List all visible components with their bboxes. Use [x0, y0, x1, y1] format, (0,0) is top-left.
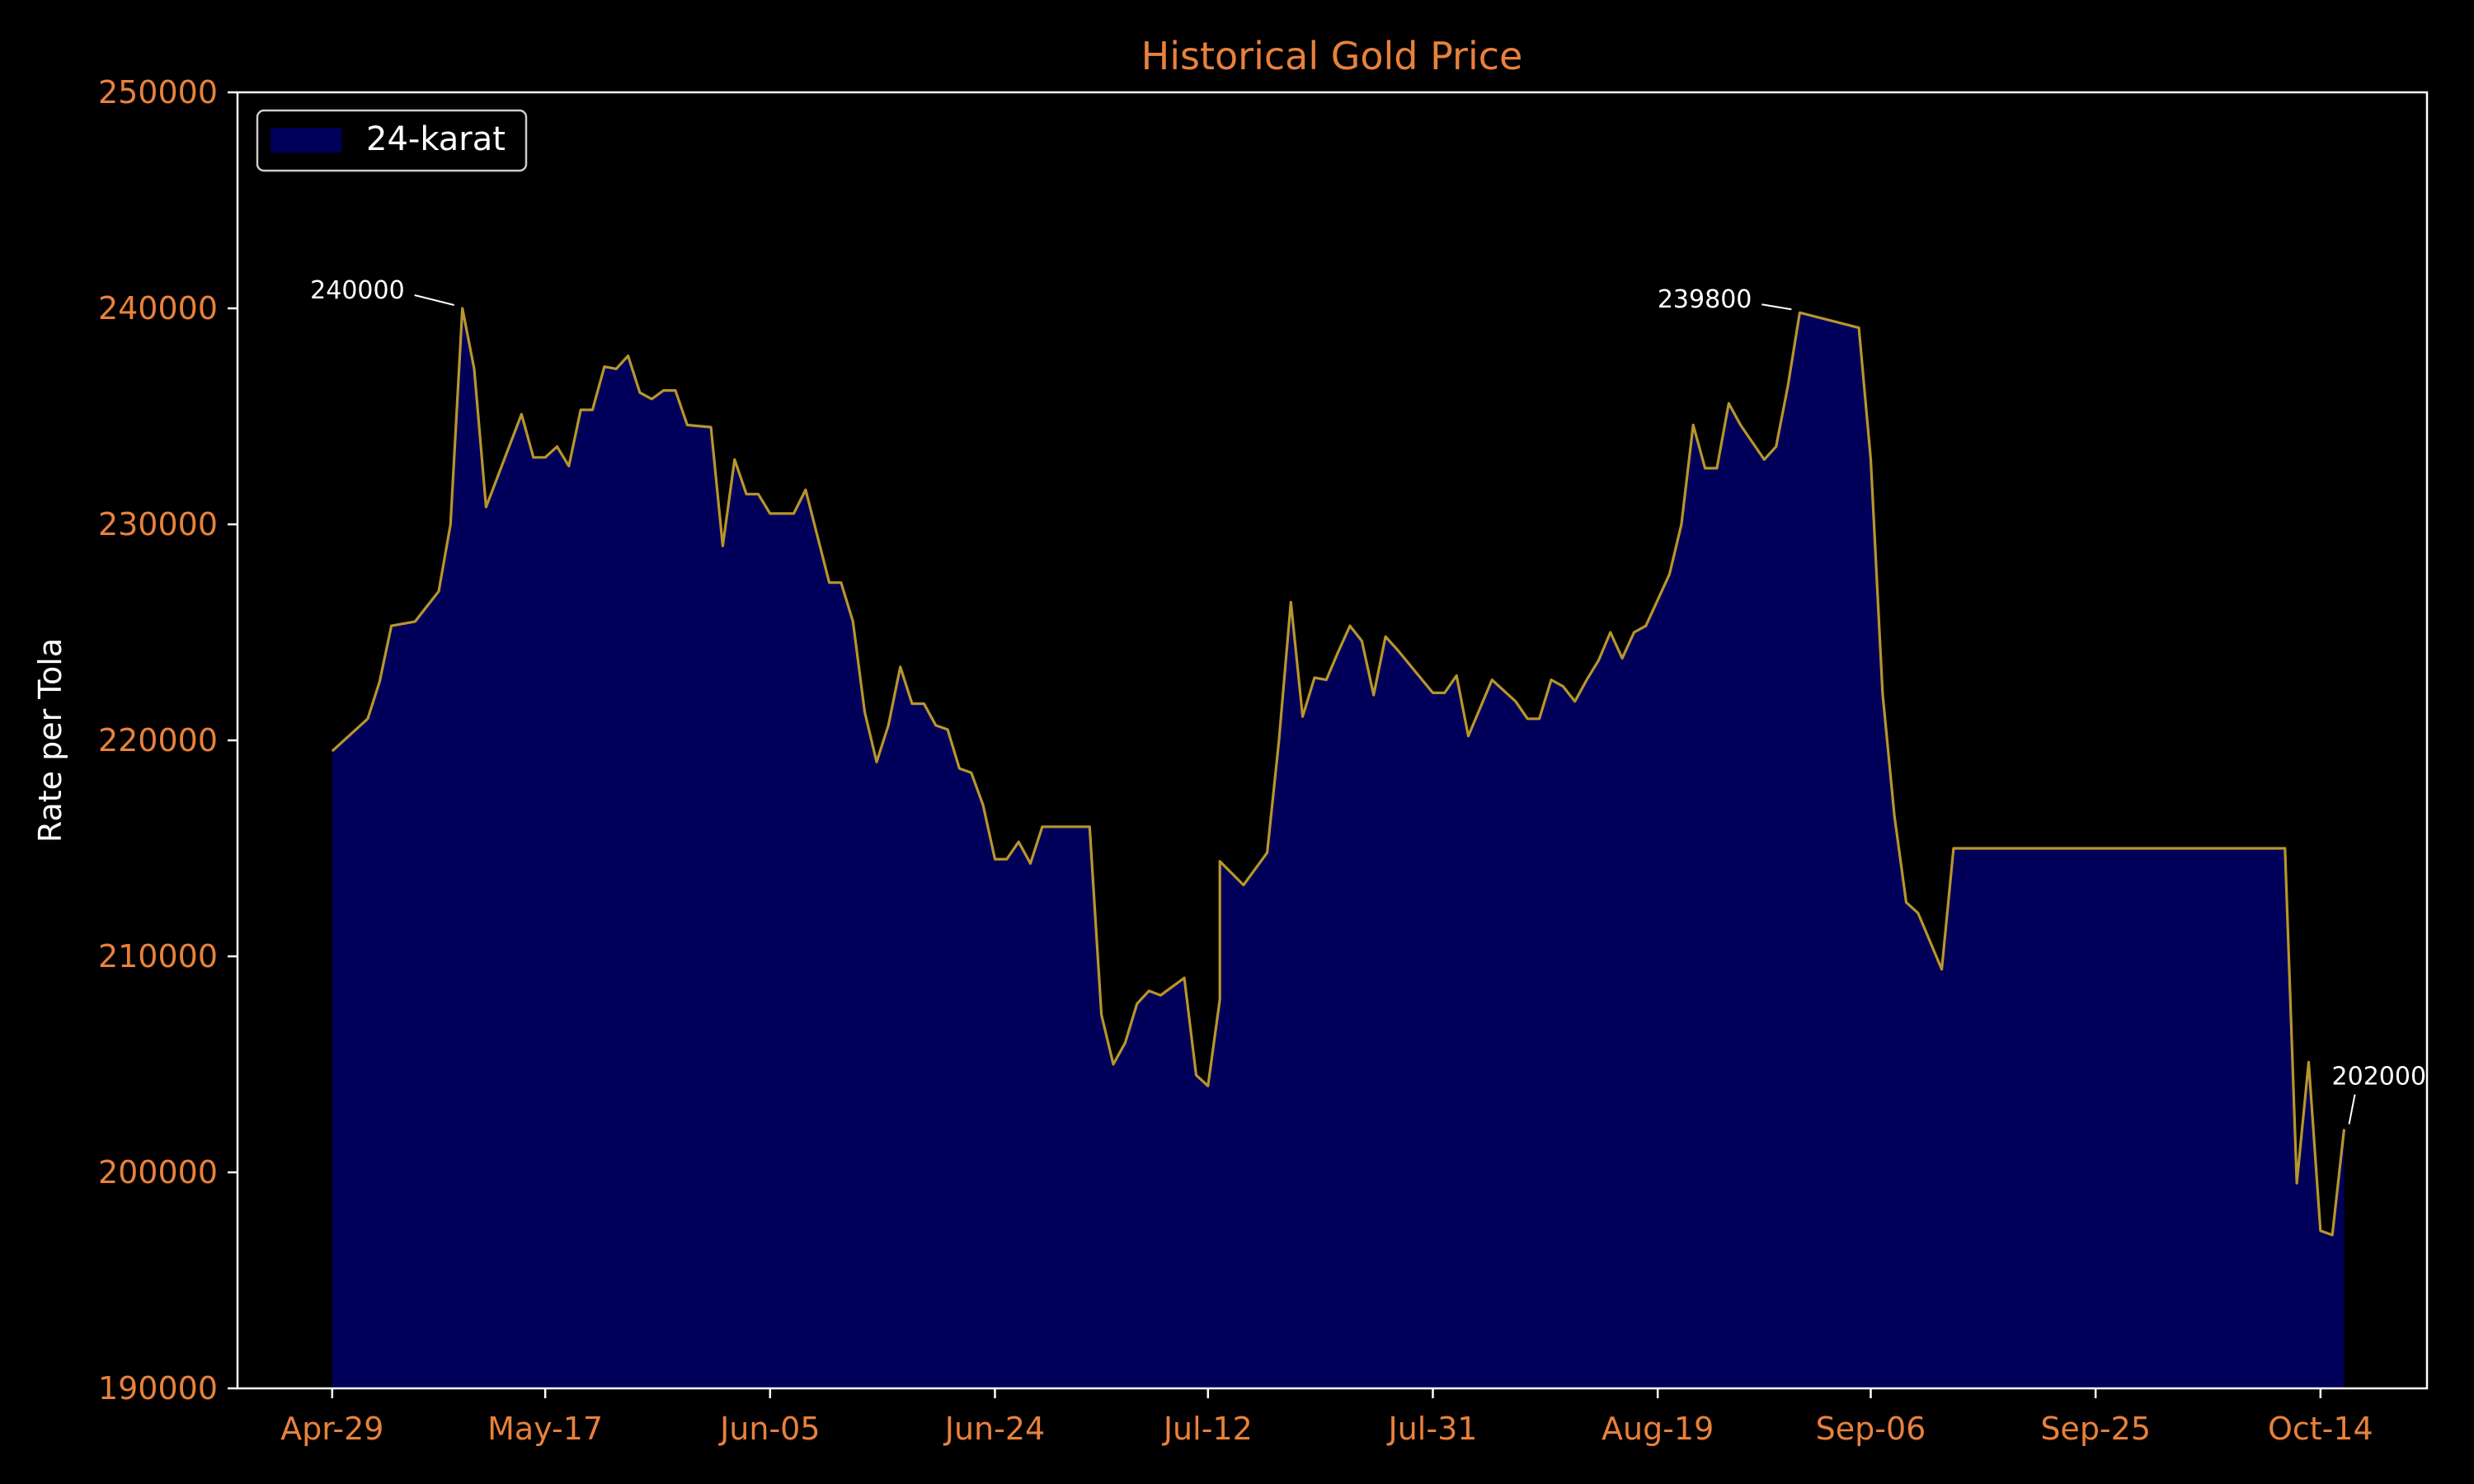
x-tick-label: Oct-14 — [2268, 1411, 2373, 1447]
x-tick-label: Sep-06 — [1816, 1411, 1926, 1447]
y-tick-label: 230000 — [98, 506, 218, 542]
x-tick-label: Jul-12 — [1162, 1411, 1253, 1447]
annotation-label: 239800 — [1658, 285, 1752, 314]
x-tick-label: Sep-25 — [2040, 1411, 2151, 1447]
y-axis-label: Rate per Tola — [32, 638, 68, 843]
annotation-leader — [2348, 1094, 2356, 1125]
x-axis: Apr-29 May-17 Jun-05 Jun-24 Jul-12 Jul-31 Aug-… — [280, 1388, 2373, 1447]
legend-box — [256, 109, 528, 172]
x-tick-label: Jul-31 — [1387, 1411, 1478, 1447]
legend: 24-karat — [256, 109, 528, 172]
x-tick-label: Jun-24 — [943, 1411, 1045, 1447]
x-tick-label: Jun-05 — [718, 1411, 820, 1447]
y-tick-label: 220000 — [98, 722, 218, 758]
annotation-label: 240000 — [310, 276, 405, 305]
annotations: 240000 239800 202000 — [310, 276, 2426, 1125]
y-tick-label: 200000 — [98, 1154, 218, 1190]
y-tick-label: 250000 — [98, 74, 218, 110]
x-tick-label: Aug-19 — [1602, 1411, 1714, 1447]
series-line-0 — [331, 307, 2346, 1237]
y-tick-label: 240000 — [98, 290, 218, 326]
x-tick-label: May-17 — [487, 1411, 603, 1447]
y-tick-label: 190000 — [98, 1370, 218, 1407]
legend-label: 24-karat — [366, 120, 506, 158]
x-tick-label: Apr-29 — [280, 1411, 383, 1447]
series-area-0 — [332, 308, 2345, 1388]
legend-swatch — [270, 128, 341, 153]
y-axis: 190000 200000 210000 220000 230000 240000 2500… — [98, 74, 238, 1407]
chart-title: Historical Gold Price — [1141, 34, 1523, 78]
plot-layer — [331, 307, 2346, 1388]
annotation-leader — [1761, 303, 1792, 311]
y-tick-label: 210000 — [98, 938, 218, 974]
annotation-leader — [414, 294, 454, 306]
annotation-label: 202000 — [2332, 1063, 2427, 1092]
